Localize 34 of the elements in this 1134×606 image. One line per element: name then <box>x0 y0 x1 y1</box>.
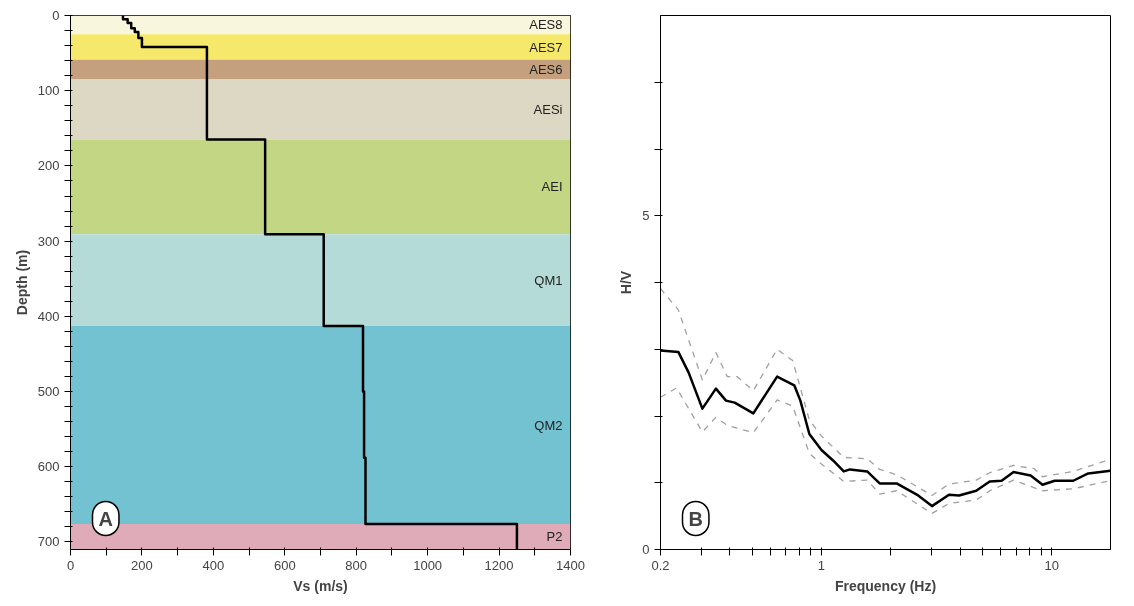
y-axis-title: Depth (m) <box>13 249 30 316</box>
y-tick-label: 400 <box>37 308 60 324</box>
x-tick-label: 200 <box>131 557 153 573</box>
y-tick-label: 100 <box>37 83 60 99</box>
band-label: AES8 <box>529 17 563 33</box>
band-label: AES6 <box>529 62 563 78</box>
x-tick-label: 1 <box>817 557 826 573</box>
y-axis-title: H/V <box>618 270 635 295</box>
band-label: QM2 <box>534 417 563 433</box>
x-tick-label: 1400 <box>556 557 585 573</box>
y-tick-label: 0 <box>52 8 60 23</box>
y-tick-label: 300 <box>37 233 60 249</box>
band-label: AEI <box>541 179 563 195</box>
y-tick-label: 200 <box>37 158 60 174</box>
y-tick-label: 500 <box>37 384 60 400</box>
annotation: B <box>688 507 703 530</box>
annotation: A <box>98 507 113 530</box>
x-tick-label: 1000 <box>413 557 443 573</box>
y-tick-label: 700 <box>37 534 60 550</box>
x-axis-title: Vs (m/s) <box>293 577 348 594</box>
y-tick-label: 600 <box>37 459 60 475</box>
band-label: QM1 <box>534 272 563 288</box>
x-tick-label: 0 <box>66 557 75 573</box>
x-tick-label: 400 <box>202 557 225 573</box>
band-label: AESi <box>533 102 563 118</box>
x-tick-label: 1200 <box>484 557 514 573</box>
x-axis-title: Frequency (Hz) <box>834 577 937 594</box>
band-label: P2 <box>546 529 563 545</box>
y-tick-label: 5 <box>642 208 650 224</box>
band-label: AES7 <box>529 39 563 55</box>
x-tick-label: 10 <box>1044 557 1059 573</box>
x-tick-label: 800 <box>345 557 368 573</box>
x-tick-label: 0.2 <box>651 557 670 573</box>
x-tick-label: 600 <box>273 557 296 573</box>
